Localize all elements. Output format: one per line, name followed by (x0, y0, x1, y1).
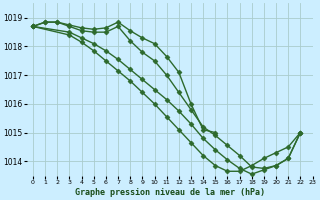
X-axis label: Graphe pression niveau de la mer (hPa): Graphe pression niveau de la mer (hPa) (75, 188, 265, 197)
